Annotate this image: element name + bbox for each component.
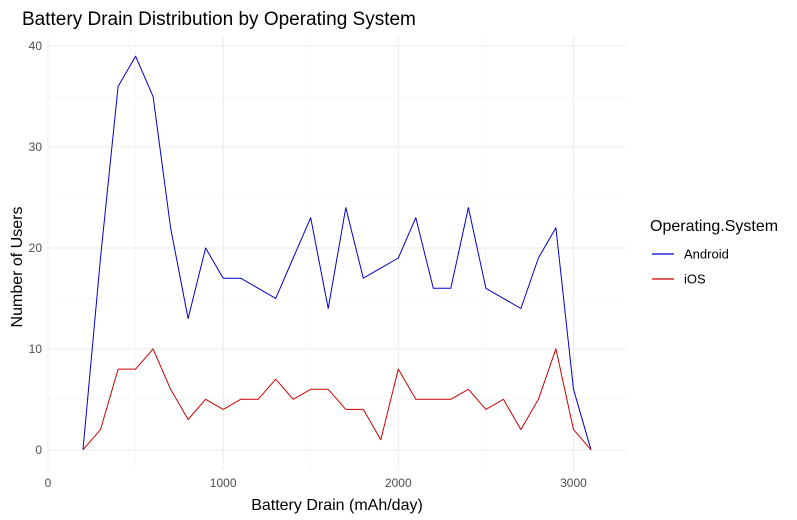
y-tick-label: 30 — [29, 140, 43, 154]
x-axis-title: Battery Drain (mAh/day) — [251, 497, 423, 514]
x-axis-ticks: 0 1000 2000 3000 — [45, 476, 587, 490]
legend: Operating.System Android iOS — [650, 218, 778, 287]
y-tick-label: 20 — [29, 241, 43, 255]
legend-label-ios: iOS — [684, 272, 706, 287]
plot-grid — [47, 36, 626, 470]
x-tick-label: 2000 — [385, 476, 412, 490]
chart-title: Battery Drain Distribution by Operating … — [22, 9, 416, 30]
legend-title: Operating.System — [650, 218, 778, 235]
x-tick-label: 0 — [45, 476, 52, 490]
x-tick-label: 1000 — [210, 476, 237, 490]
series-line-ios — [82, 348, 592, 451]
y-axis-title: Number of Users — [9, 207, 26, 328]
y-axis-ticks: 0 10 20 30 40 — [29, 39, 43, 457]
legend-label-android: Android — [684, 247, 729, 262]
x-tick-label: 3000 — [560, 476, 587, 490]
series-line-android — [82, 55, 592, 450]
y-tick-label: 0 — [35, 443, 42, 457]
series-lines — [82, 55, 592, 451]
y-tick-label: 40 — [29, 39, 43, 53]
y-tick-label: 10 — [29, 342, 43, 356]
